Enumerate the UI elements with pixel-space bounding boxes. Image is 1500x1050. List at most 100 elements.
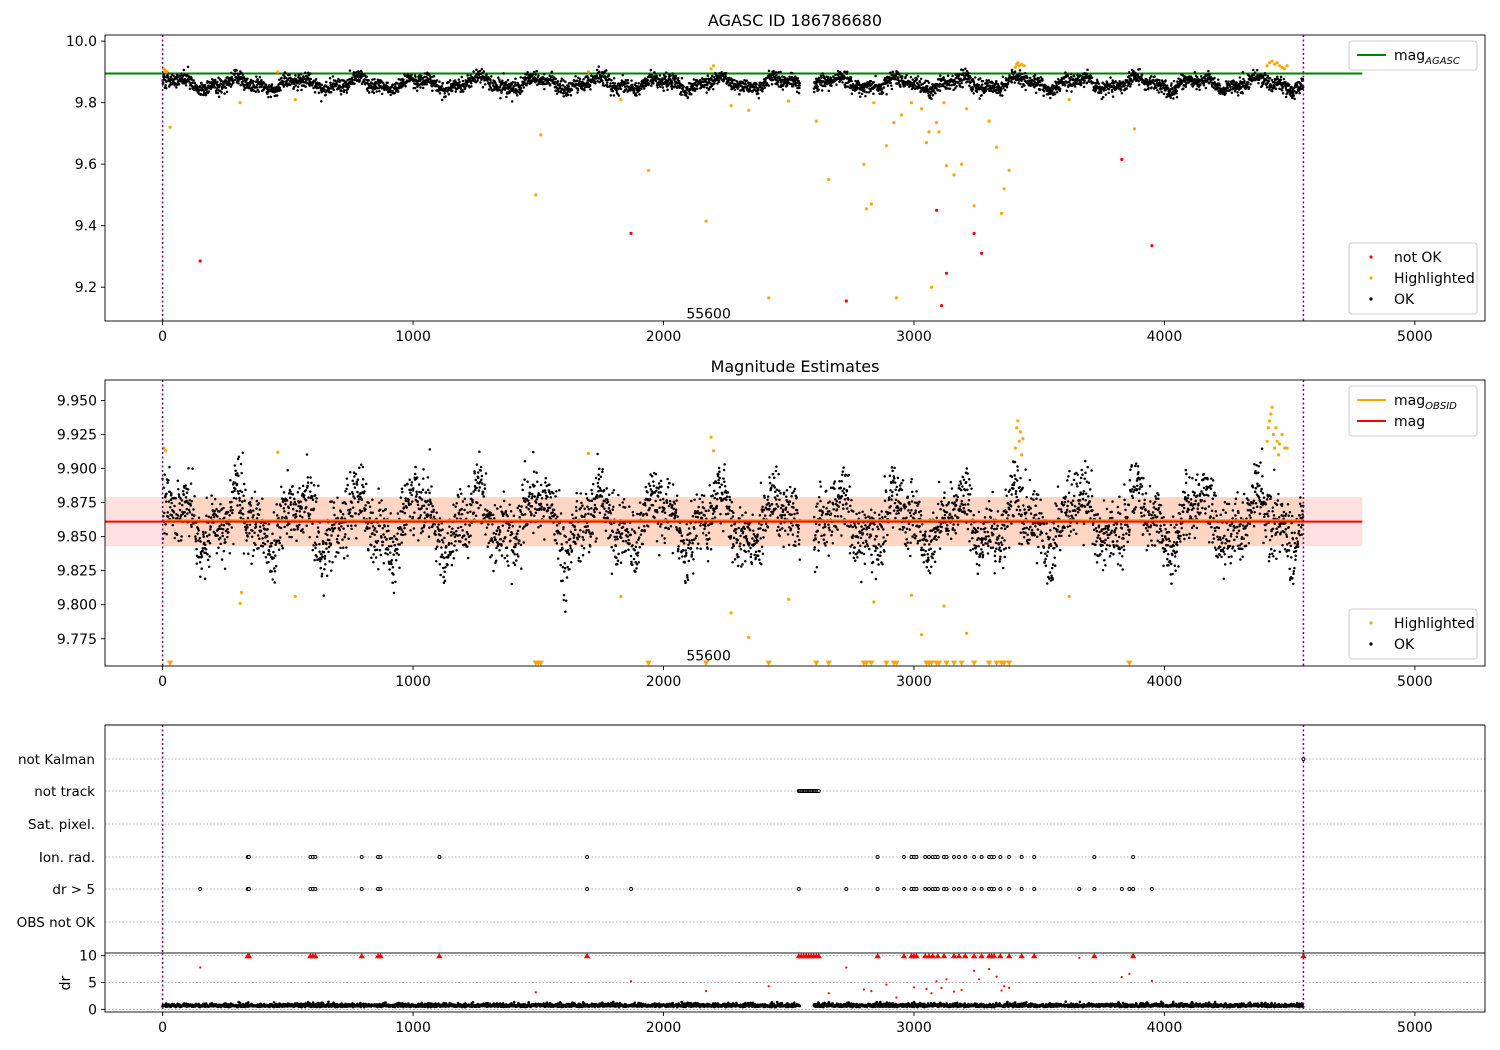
lightcurve-point-ok (498, 78, 501, 81)
lightcurve-point-ok (425, 83, 429, 86)
lightcurve-point-ok (961, 86, 964, 89)
magest-point-ok (197, 516, 201, 520)
lightcurve-plot-area (105, 59, 1363, 308)
magest-point-ok (328, 528, 332, 531)
magest-point-ok (328, 538, 331, 542)
magest-point-ok (355, 537, 358, 540)
magest-point-ok (257, 513, 261, 516)
magest-point-ok (272, 556, 275, 560)
magest-point-ok (295, 509, 299, 513)
magest-point-ok (231, 483, 235, 486)
lightcurve-point-ok (950, 84, 953, 87)
magest-point-ok (364, 508, 367, 511)
magest-point-ok (261, 537, 264, 540)
magest-point-ok (234, 497, 238, 500)
lightcurve-point-ok (1041, 79, 1044, 82)
lightcurve-point-ok (1249, 82, 1252, 86)
magest-point-ok (371, 511, 375, 514)
lightcurve-point-ok (220, 79, 223, 83)
magest-point-ok (363, 529, 367, 533)
magest-point-ok (231, 511, 234, 515)
lightcurve-point-ok (574, 75, 577, 78)
lightcurve-point-ok (444, 86, 448, 90)
lightcurve-point-ok (1169, 96, 1172, 100)
lightcurve-point-ok (560, 91, 563, 94)
lightcurve-point-ok (664, 75, 667, 78)
lightcurve-point-ok (1255, 69, 1259, 72)
lightcurve-point-ok (432, 79, 436, 83)
lightcurve-point-ok (367, 91, 371, 94)
lightcurve-point-ok (764, 79, 767, 83)
lightcurve-point-highlighted (872, 101, 876, 105)
magest-point-ok (172, 511, 176, 514)
magest-point-ok (331, 530, 335, 533)
lightcurve-point-ok (505, 95, 508, 99)
lightcurve-point-ok (507, 82, 511, 86)
lightcurve-point-ok (820, 76, 823, 80)
lightcurve-point-ok (616, 92, 619, 95)
lightcurve-point-ok (576, 91, 579, 94)
magest-point-ok (279, 504, 283, 508)
lightcurve-point-ok (424, 79, 428, 82)
magest-point-ok (289, 503, 292, 507)
lightcurve-point-ok (575, 79, 579, 83)
lightcurve-point-ok (948, 83, 951, 87)
lightcurve-point-ok (915, 78, 919, 81)
lightcurve-point-ok (1013, 70, 1017, 73)
magest-point-ok (296, 490, 300, 494)
magest-point-ok (345, 487, 348, 491)
lightcurve-point-ok (587, 76, 590, 80)
lightcurve-point-ok (1033, 73, 1037, 77)
lightcurve-point-ok (353, 82, 356, 85)
lightcurve-point-ok (350, 76, 354, 79)
lightcurve-point-ok (525, 73, 529, 76)
lightcurve-point-ok (1104, 93, 1108, 96)
magest-point-ok (244, 488, 247, 492)
lightcurve-point-ok (948, 87, 952, 90)
lightcurve-point-ok (164, 83, 167, 87)
lightcurve-point-ok (903, 83, 907, 87)
lightcurve-point-ok (1001, 94, 1004, 97)
magest-point-ok (180, 535, 183, 538)
lightcurve-point-ok (1207, 69, 1210, 73)
lightcurve-point-ok (487, 88, 491, 91)
magest-point-ok (270, 541, 274, 545)
lightcurve-point-highlighted (729, 104, 733, 108)
magest-point-ok (330, 500, 334, 503)
magest-point-ok (217, 527, 221, 531)
lightcurve-point-ok (229, 71, 233, 75)
lightcurve-point-ok (712, 75, 716, 79)
lightcurve-point-ok (738, 92, 741, 96)
magest-point-ok (177, 539, 180, 543)
magest-point-ok (342, 546, 345, 549)
lightcurve-point-ok (858, 91, 861, 95)
lightcurve-point-ok (1273, 85, 1276, 88)
lightcurve-point-ok (340, 89, 343, 92)
lightcurve-legend-marker (1369, 276, 1373, 280)
magest-point-ok (325, 547, 328, 550)
lightcurve-point-ok (479, 75, 482, 79)
magest-point-ok (238, 499, 241, 502)
lightcurve-point-ok (1243, 79, 1246, 83)
lightcurve-point-highlighted (709, 67, 713, 71)
lightcurve-point-ok (175, 86, 178, 89)
lightcurve-point-ok (1176, 80, 1179, 83)
lightcurve-point-ok (246, 77, 249, 80)
lightcurve-point-highlighted (767, 296, 771, 300)
lightcurve-point-ok (1287, 83, 1291, 86)
magest-point-ok (241, 512, 245, 516)
lightcurve-point-ok (767, 84, 770, 87)
lightcurve-point-ok (279, 88, 282, 92)
lightcurve-point-ok (1264, 73, 1267, 77)
lightcurve-point-ok (1147, 86, 1150, 90)
lightcurve-point-ok (351, 78, 354, 82)
lightcurve-point-ok (1019, 82, 1022, 86)
magest-point-ok (291, 493, 295, 496)
lightcurve-point-ok (229, 85, 233, 88)
lightcurve-point-ok (646, 79, 650, 82)
magest-point-ok (258, 525, 262, 529)
lightcurve-point-ok (858, 95, 862, 98)
lightcurve-point-ok (1224, 80, 1228, 83)
magest-point-ok (290, 528, 293, 532)
